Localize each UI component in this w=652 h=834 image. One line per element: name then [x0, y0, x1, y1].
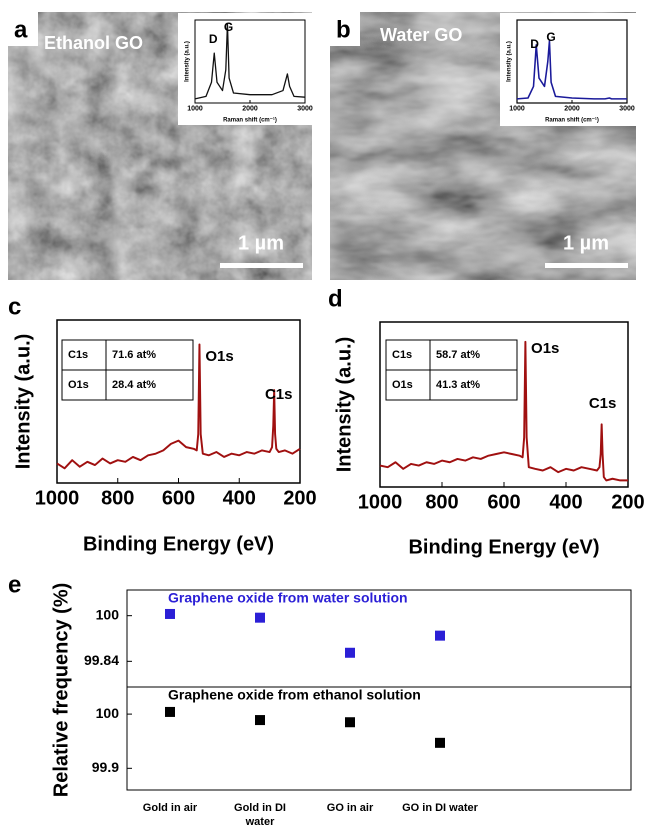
x-tick-label: Gold in air — [142, 802, 198, 814]
panel-label: c — [8, 293, 21, 320]
scale-bar — [545, 263, 628, 268]
x-tick-label: 800 — [425, 491, 458, 513]
spectrum-line — [56, 343, 301, 470]
x-tick-label: 3000 — [297, 105, 313, 112]
series-label: Graphene oxide from ethanol solution — [168, 687, 421, 703]
x-axis-label: Binding Energy (eV) — [408, 536, 599, 558]
x-tick-label: GO in air — [326, 802, 374, 814]
table-cell: 41.3 at% — [436, 379, 480, 391]
plot-frame — [126, 589, 632, 791]
spectrum-line — [379, 340, 628, 482]
table-cell: O1s — [392, 379, 413, 391]
peak-label: O1s — [205, 348, 233, 365]
panel-label: e — [8, 571, 21, 598]
peak-label: G — [224, 20, 233, 34]
peak-label: C1s — [265, 386, 293, 403]
x-axis-label: Raman shift (cm⁻¹) — [223, 117, 277, 124]
table-cell: O1s — [68, 379, 89, 391]
marker — [345, 717, 355, 728]
x-tick-label: 1000 — [358, 491, 403, 513]
x-tick-label: 600 — [162, 487, 195, 509]
scale-label: 1 µm — [238, 232, 284, 254]
y-axis-label: Intensity (a.u.) — [185, 41, 191, 82]
panel-label: d — [328, 285, 343, 312]
panel-label: b — [336, 16, 351, 43]
y-axis-label: Intensity (a.u.) — [507, 41, 513, 82]
x-tick-label: Gold in DI water — [234, 802, 286, 828]
x-tick-label: GO in DI water — [402, 802, 478, 814]
table-cell: 71.6 at% — [112, 349, 156, 361]
peak-label: G — [546, 30, 555, 44]
x-axis-label: Binding Energy (eV) — [83, 533, 274, 555]
x-tick-label: 3000 — [619, 105, 635, 112]
y-axis-label: Relative frequency (%) — [50, 583, 72, 798]
marker — [255, 715, 265, 726]
label-box — [8, 12, 38, 46]
peak-label: C1s — [589, 395, 617, 412]
marker — [345, 647, 355, 658]
table-cell: 58.7 at% — [436, 349, 480, 361]
marker — [165, 608, 175, 619]
inset-box — [178, 13, 312, 125]
scale-bar — [220, 263, 303, 268]
spectrum-line — [516, 39, 627, 100]
y-tick-label: 100 — [96, 606, 120, 622]
panel-title: Water GO — [380, 25, 462, 45]
marker — [435, 737, 445, 748]
y-tick-label: 99.9 — [92, 759, 119, 775]
x-tick-label: 200 — [611, 491, 644, 513]
y-axis-label: Intensity (a.u.) — [333, 337, 355, 473]
marker — [255, 612, 265, 623]
marker — [165, 706, 175, 717]
x-tick-label: 400 — [223, 487, 256, 509]
x-tick-label: 1000 — [35, 487, 80, 509]
panel-label: a — [14, 16, 28, 43]
scale-label: 1 µm — [563, 232, 609, 254]
x-tick-label: 2000 — [242, 105, 258, 112]
y-tick-label: 99.84 — [84, 652, 119, 668]
table-cell: 28.4 at% — [112, 379, 156, 391]
peak-label: D — [530, 37, 539, 51]
y-tick-label: 100 — [96, 705, 120, 721]
x-tick-label: 1000 — [187, 105, 203, 112]
x-axis-label: Raman shift (cm⁻¹) — [545, 117, 599, 124]
y-axis-label: Intensity (a.u.) — [12, 334, 34, 470]
peak-label: O1s — [531, 340, 559, 357]
x-tick-label: 400 — [549, 491, 582, 513]
series-label: Graphene oxide from water solution — [168, 590, 408, 606]
label-box — [330, 12, 360, 46]
x-tick-label: 200 — [283, 487, 316, 509]
peak-label: D — [209, 32, 218, 46]
table-cell: C1s — [392, 349, 412, 361]
x-tick-label: 600 — [487, 491, 520, 513]
spectrum-line — [194, 23, 306, 100]
x-tick-label: 2000 — [564, 105, 580, 112]
panel-title: Ethanol GO — [44, 33, 143, 53]
x-tick-label: 1000 — [509, 105, 525, 112]
table-cell: C1s — [68, 349, 88, 361]
marker — [435, 630, 445, 641]
inset-box — [500, 13, 636, 126]
x-tick-label: 800 — [101, 487, 134, 509]
